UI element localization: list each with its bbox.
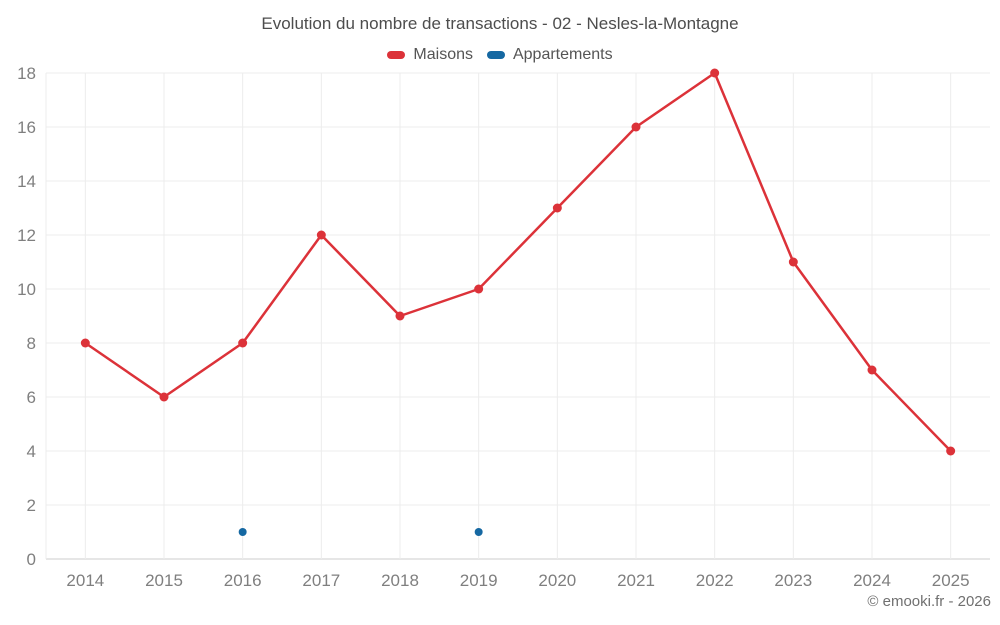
x-tick-label: 2016 bbox=[224, 571, 262, 590]
chart-title: Evolution du nombre de transactions - 02… bbox=[261, 14, 739, 33]
copyright-credit: © emooki.fr - 2026 bbox=[867, 593, 991, 610]
appartements-series-swatch bbox=[486, 51, 505, 59]
x-tick-label: 2023 bbox=[774, 571, 812, 590]
data-point-maisons[interactable] bbox=[867, 365, 877, 375]
y-tick-label: 6 bbox=[27, 388, 36, 407]
appartements-legend-label: Appartements bbox=[512, 46, 613, 63]
y-tick-label: 10 bbox=[17, 280, 36, 299]
y-tick-label: 14 bbox=[17, 172, 36, 191]
x-tick-label: 2014 bbox=[66, 571, 104, 590]
data-point-maisons[interactable] bbox=[631, 122, 641, 132]
chart-legend: Maisons Appartements bbox=[0, 45, 1000, 65]
legend-item-maisons[interactable]: Maisons bbox=[387, 46, 473, 64]
y-tick-label: 18 bbox=[17, 64, 36, 83]
data-point-maisons[interactable] bbox=[710, 68, 720, 78]
x-tick-label: 2025 bbox=[932, 571, 970, 590]
x-tick-label: 2024 bbox=[853, 571, 891, 590]
series-line-maisons bbox=[84, 71, 952, 453]
maisons-legend-label: Maisons bbox=[413, 46, 473, 63]
data-point-maisons[interactable] bbox=[316, 230, 326, 240]
data-point-maisons[interactable] bbox=[474, 284, 484, 294]
data-point-maisons[interactable] bbox=[80, 338, 90, 348]
data-point-appartements[interactable] bbox=[474, 528, 483, 536]
x-tick-label: 2018 bbox=[381, 571, 419, 590]
y-tick-label: 2 bbox=[27, 496, 36, 515]
x-tick-label: 2020 bbox=[538, 571, 576, 590]
legend-item-appartements[interactable]: Appartements bbox=[486, 46, 613, 64]
data-point-maisons[interactable] bbox=[946, 446, 956, 456]
x-tick-label: 2021 bbox=[617, 571, 655, 590]
y-tick-label: 12 bbox=[17, 226, 36, 245]
y-tick-label: 16 bbox=[17, 118, 36, 137]
data-point-maisons[interactable] bbox=[552, 203, 562, 213]
x-tick-label: 2022 bbox=[696, 571, 734, 590]
y-tick-label: 0 bbox=[27, 550, 36, 569]
data-point-maisons[interactable] bbox=[238, 338, 248, 348]
x-tick-label: 2017 bbox=[302, 571, 340, 590]
data-point-maisons[interactable] bbox=[788, 257, 798, 267]
data-point-appartements[interactable] bbox=[238, 528, 247, 536]
data-point-maisons[interactable] bbox=[159, 392, 169, 402]
y-tick-label: 4 bbox=[27, 442, 36, 461]
x-tick-label: 2015 bbox=[145, 571, 183, 590]
x-tick-label: 2019 bbox=[460, 571, 498, 590]
maisons-series-swatch bbox=[387, 51, 406, 59]
data-point-maisons[interactable] bbox=[395, 311, 405, 321]
y-tick-label: 8 bbox=[27, 334, 36, 353]
